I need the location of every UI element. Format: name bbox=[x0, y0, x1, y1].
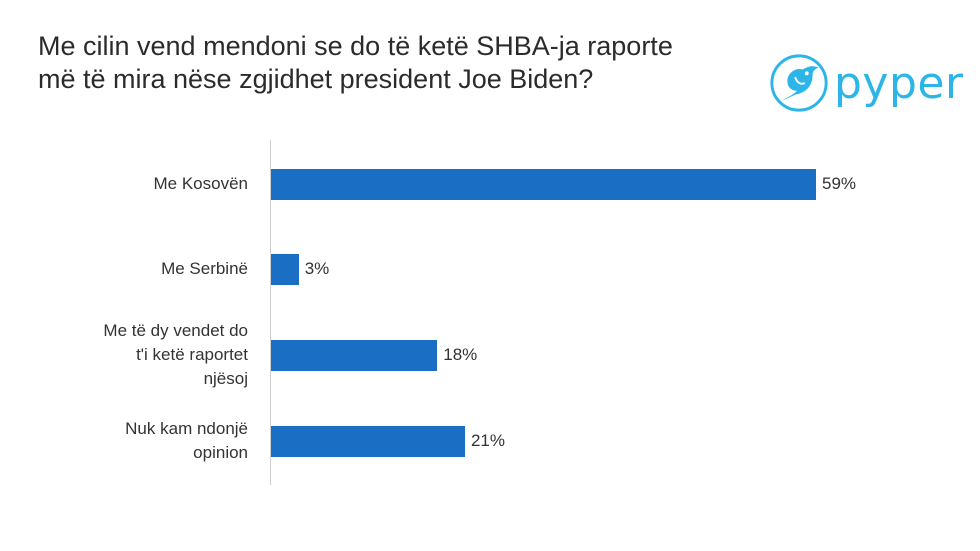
logo-text: pyper bbox=[834, 57, 964, 109]
y-axis-line bbox=[270, 140, 271, 485]
bar bbox=[271, 339, 438, 371]
data-label: 18% bbox=[443, 345, 478, 364]
data-label: 59% bbox=[822, 174, 857, 193]
bar bbox=[271, 168, 816, 200]
pyper-logo: pyper bbox=[768, 48, 963, 118]
category-label: Nuk kam ndonjë opinion bbox=[125, 419, 248, 462]
category-label: Me të dy vendet do t'i ketë raportet një… bbox=[103, 321, 248, 388]
data-label: 21% bbox=[470, 431, 505, 450]
category-label: Me Serbinë bbox=[161, 259, 248, 278]
data-label: 3% bbox=[304, 259, 330, 278]
bar bbox=[271, 253, 299, 285]
category-label: Me Kosovën bbox=[153, 174, 249, 193]
bird-icon bbox=[770, 54, 828, 112]
chart-title: Me cilin vend mendoni se do të ketë SHBA… bbox=[38, 31, 673, 94]
bar bbox=[271, 425, 465, 457]
